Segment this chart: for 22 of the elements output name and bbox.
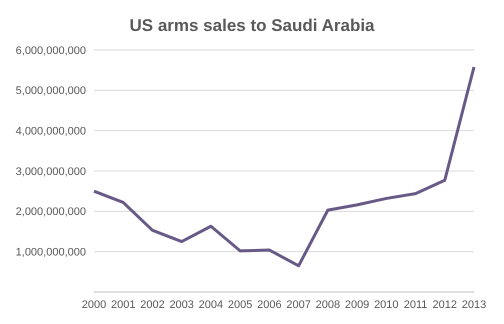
x-tick-label: 2007: [286, 298, 311, 311]
chart-title: US arms sales to Saudi Arabia: [128, 15, 376, 37]
line-series: [92, 65, 476, 268]
y-tick-label: 6,000,000,000: [16, 44, 86, 57]
y-tick-label: 4,000,000,000: [16, 126, 86, 138]
x-tick-label: 2009: [344, 298, 370, 311]
x-tick-label: 2001: [110, 298, 136, 311]
x-tick-label: 2012: [432, 298, 458, 311]
x-tick-label: 2005: [228, 298, 252, 311]
x-tick-label: 2000: [82, 298, 106, 311]
x-tick-label: 2002: [140, 298, 165, 311]
x-tick-label: 2008: [316, 298, 340, 311]
y-tick-label: 2,000,000,000: [16, 206, 86, 218]
y-tick-label: 1,000,000,000: [16, 246, 86, 259]
x-tick-label: 2011: [404, 298, 428, 311]
x-tick-label: 2004: [198, 298, 224, 311]
x-tick-label: 2013: [462, 298, 486, 311]
x-tick-label: 2010: [374, 298, 399, 311]
y-tick-label: 5,000,000,000: [16, 85, 86, 98]
x-tick-label: 2003: [169, 298, 194, 311]
x-tick-label: 2006: [257, 298, 282, 311]
y-tick-label: 3,000,000,000: [16, 166, 86, 178]
